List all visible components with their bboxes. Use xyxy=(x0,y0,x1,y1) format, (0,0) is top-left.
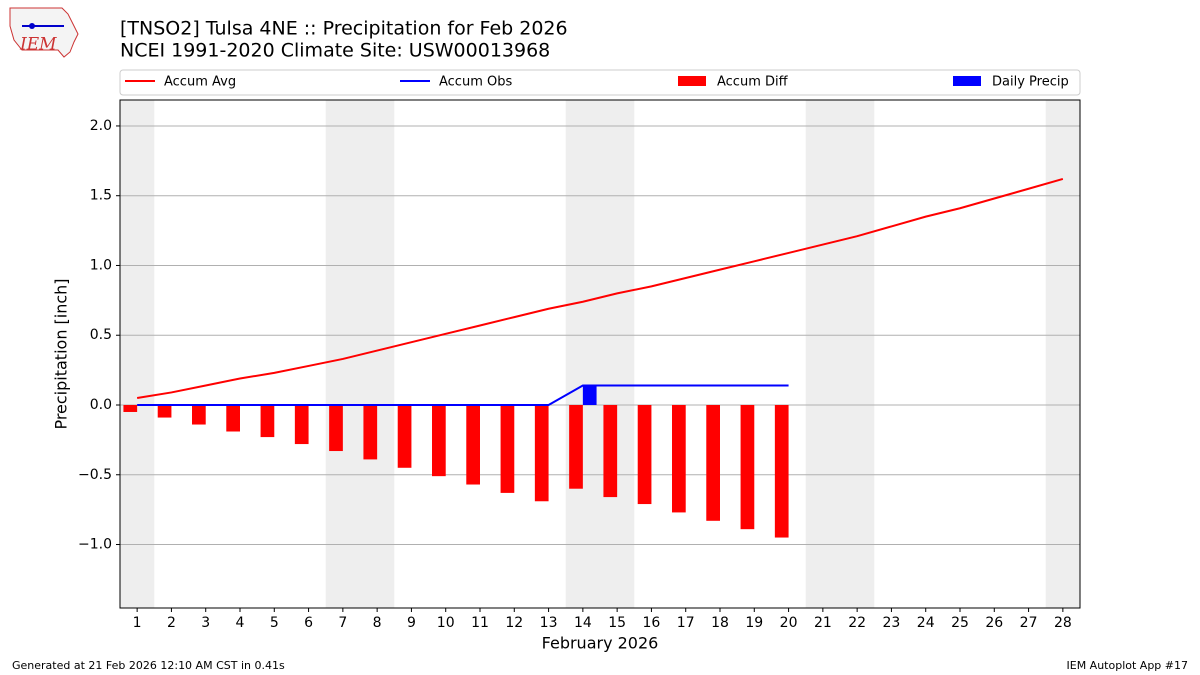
footer-right: IEM Autoplot App #17 xyxy=(1067,659,1189,672)
chart-title: [TNSO2] Tulsa 4NE :: Precipitation for F… xyxy=(120,18,568,40)
bar xyxy=(397,404,412,468)
x-tick-label: 27 xyxy=(1020,615,1038,631)
x-tick-label: 21 xyxy=(814,615,832,631)
x-tick-label: 13 xyxy=(540,615,558,631)
bar xyxy=(534,404,549,502)
chart-subtitle: NCEI 1991-2020 Climate Site: USW00013968 xyxy=(120,40,550,62)
weekend-shade xyxy=(120,100,155,608)
bar xyxy=(603,404,618,498)
bar xyxy=(226,404,240,432)
y-tick-label: 1.0 xyxy=(90,257,112,273)
x-tick-label: 5 xyxy=(270,615,279,631)
legend-label: Accum Obs xyxy=(439,75,512,90)
bar xyxy=(582,385,597,405)
x-tick-label: 8 xyxy=(373,615,382,631)
x-tick-label: 28 xyxy=(1054,615,1072,631)
weekend-shade xyxy=(1045,100,1080,608)
x-tick-label: 4 xyxy=(236,615,245,631)
x-tick-label: 10 xyxy=(437,615,455,631)
bar xyxy=(363,404,378,460)
bar xyxy=(466,404,480,485)
line xyxy=(137,384,789,406)
legend-label: Accum Avg xyxy=(164,75,236,90)
x-tick-label: 2 xyxy=(167,615,176,631)
x-tick-label: 18 xyxy=(711,615,729,631)
logo-text: IEM xyxy=(19,35,57,55)
y-tick-label: 0.0 xyxy=(90,397,112,413)
x-tick-label: 3 xyxy=(201,615,210,631)
x-tick-label: 11 xyxy=(471,615,489,631)
logo: IEM xyxy=(9,7,79,58)
legend-swatch xyxy=(953,76,981,86)
bar xyxy=(294,404,309,445)
bar xyxy=(329,404,343,452)
bar xyxy=(740,404,755,530)
bar xyxy=(672,404,686,513)
x-tick-label: 6 xyxy=(304,615,313,631)
weekend-shade xyxy=(805,100,875,608)
bar xyxy=(260,404,275,438)
legend-label: Accum Diff xyxy=(717,75,789,90)
legend-swatch xyxy=(678,76,706,86)
bar xyxy=(569,404,583,489)
x-tick-label: 12 xyxy=(505,615,523,631)
x-tick-label: 15 xyxy=(608,615,626,631)
y-tick-label: −0.5 xyxy=(78,467,112,483)
y-tick-label: 1.5 xyxy=(90,188,112,204)
x-tick-label: 24 xyxy=(917,615,935,631)
footer-left: Generated at 21 Feb 2026 12:10 AM CST in… xyxy=(12,659,285,672)
legend-label: Daily Precip xyxy=(992,75,1069,90)
x-tick-label: 14 xyxy=(574,615,592,631)
x-tick-label: 9 xyxy=(407,615,416,631)
x-tick-label: 25 xyxy=(951,615,969,631)
bar xyxy=(637,404,652,505)
x-tick-label: 20 xyxy=(780,615,798,631)
x-tick-label: 26 xyxy=(985,615,1003,631)
bar xyxy=(706,404,720,521)
legend-box xyxy=(119,69,1081,96)
x-tick-label: 7 xyxy=(338,615,347,631)
plot-frame xyxy=(119,99,1081,609)
x-axis-label: February 2026 xyxy=(542,634,659,653)
y-tick-label: 2.0 xyxy=(90,118,112,134)
x-tick-label: 19 xyxy=(745,615,763,631)
x-tick-label: 23 xyxy=(883,615,901,631)
x-tick-label: 22 xyxy=(848,615,866,631)
bar xyxy=(192,404,206,425)
x-tick-label: 1 xyxy=(133,615,142,631)
bar xyxy=(157,404,172,418)
y-tick-label: 0.5 xyxy=(90,327,112,343)
y-axis-label: Precipitation [inch] xyxy=(52,278,71,429)
bar xyxy=(774,404,789,538)
bar xyxy=(432,404,446,477)
x-tick-label: 17 xyxy=(677,615,695,631)
line xyxy=(136,178,1064,400)
y-tick-label: −1.0 xyxy=(78,537,112,553)
bar xyxy=(500,404,515,493)
bar xyxy=(123,404,138,412)
x-tick-label: 16 xyxy=(643,615,661,631)
weekend-shade xyxy=(565,100,635,608)
